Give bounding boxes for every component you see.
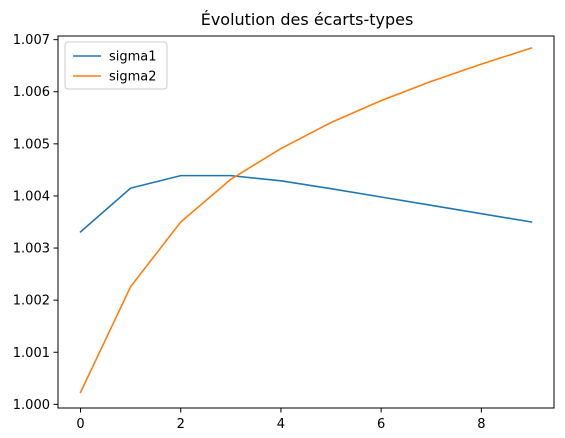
y-tick-label: 1.004 — [13, 189, 50, 204]
x-tick-label: 8 — [477, 417, 485, 432]
y-tick-label: 1.007 — [13, 33, 50, 48]
y-tick-label: 1.006 — [13, 85, 50, 100]
x-tick-label: 2 — [177, 417, 185, 432]
x-tick-label: 4 — [277, 417, 285, 432]
y-tick-label: 1.002 — [13, 294, 50, 309]
plot-area-frame — [57, 35, 555, 409]
legend-box — [64, 41, 168, 90]
legend: sigma1 sigma2 — [64, 41, 168, 90]
x-tick-label: 6 — [377, 417, 385, 432]
y-axis: 1.000 1.001 1.002 1.003 1.004 1.005 1.006 1.007 — [13, 33, 58, 413]
series-layer — [79, 46, 533, 394]
y-tick-label: 1.000 — [13, 398, 50, 413]
series-line-sigma1 — [79, 174, 533, 234]
x-axis: 0 2 4 6 8 — [76, 408, 485, 432]
legend-label-sigma1: sigma1 — [109, 50, 157, 65]
x-tick-label: 0 — [76, 417, 84, 432]
y-tick-label: 1.005 — [13, 137, 50, 152]
y-tick-label: 1.001 — [13, 346, 50, 361]
chart-title: Évolution des écarts-types — [201, 10, 414, 29]
y-tick-label: 1.003 — [13, 242, 50, 257]
legend-label-sigma2: sigma2 — [109, 70, 157, 85]
series-line-sigma2 — [79, 46, 533, 394]
